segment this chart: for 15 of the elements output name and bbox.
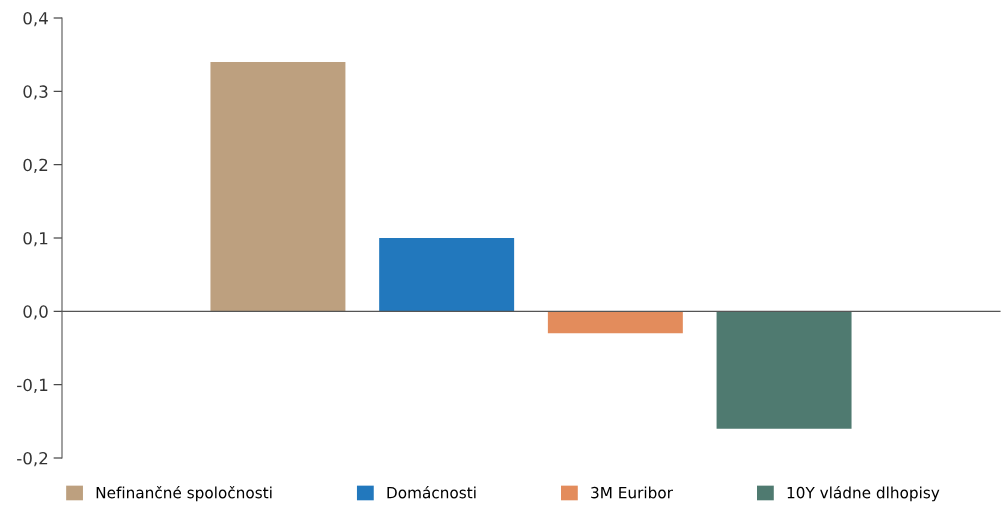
y-tick-label: 0,2	[23, 158, 48, 173]
legend-label: Domácnosti	[387, 485, 476, 499]
y-tick-label: 0,0	[23, 305, 48, 320]
bar	[716, 311, 852, 429]
y-tick-label: -0,1	[17, 378, 48, 393]
y-tick-label: 0,4	[23, 11, 48, 27]
y-tick-label: -0,2	[17, 451, 48, 467]
bar	[210, 62, 346, 312]
y-tick-label: 0,3	[23, 85, 48, 100]
legend-label: Nefinančné spoločnosti	[96, 485, 272, 502]
bar	[379, 238, 515, 312]
legend-label: 10Y vládne dlhopisy	[787, 485, 940, 502]
y-tick-label: 0,1	[23, 231, 48, 247]
legend-label: 3M Euribor	[591, 486, 673, 499]
bar	[547, 311, 683, 334]
